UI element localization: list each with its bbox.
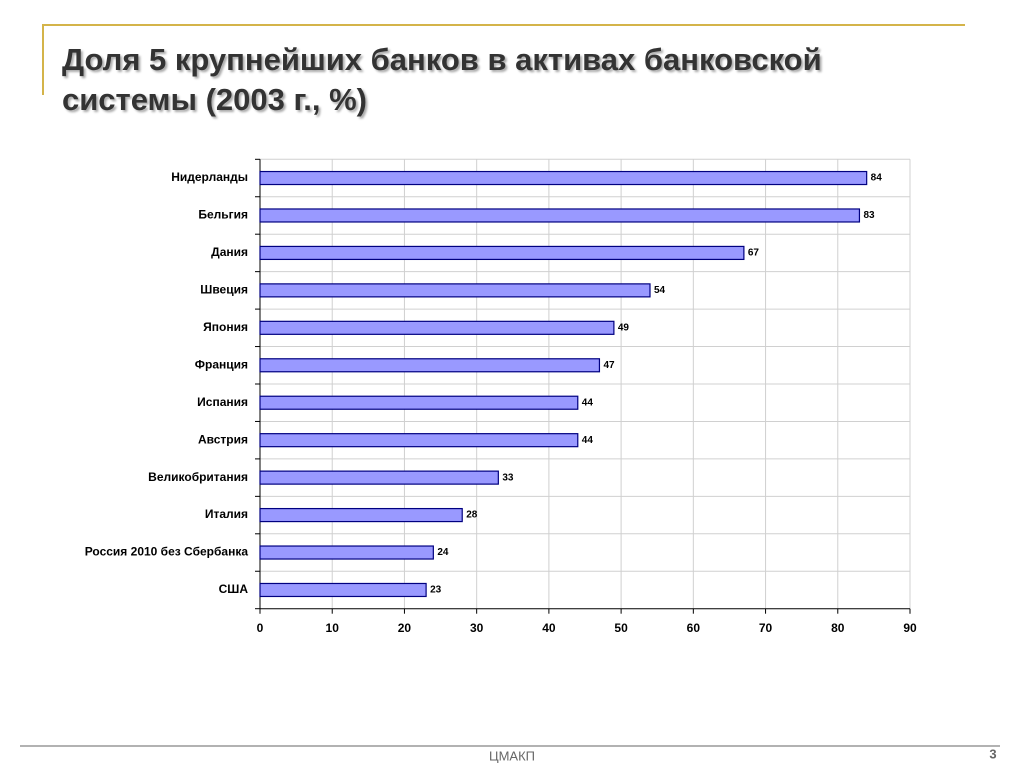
bar <box>259 470 499 485</box>
bar <box>259 545 434 560</box>
bar <box>259 582 427 598</box>
y-tick-label: Швеция <box>200 283 248 297</box>
y-tick-label: Нидерланды <box>171 170 248 184</box>
y-tick-label: Испания <box>197 395 248 409</box>
data-label: 83 <box>863 210 875 221</box>
data-label: 33 <box>502 472 514 483</box>
bar <box>259 320 615 335</box>
y-tick-label: Россия 2010 без Сбербанка <box>85 545 249 559</box>
y-tick-label: Франция <box>195 357 248 371</box>
data-label: 44 <box>582 435 594 446</box>
y-tick-label: Великобритания <box>148 470 248 484</box>
y-tick-label: США <box>219 582 249 596</box>
y-tick-label: Бельгия <box>198 208 248 222</box>
data-label: 28 <box>466 510 478 521</box>
bar <box>259 395 579 410</box>
x-tick-label: 80 <box>831 621 845 635</box>
data-label: 47 <box>603 360 615 371</box>
data-label: 84 <box>871 173 883 184</box>
x-tick-label: 50 <box>614 621 628 635</box>
data-label: 23 <box>430 585 442 596</box>
x-tick-label: 90 <box>903 621 917 635</box>
bar <box>259 245 745 261</box>
x-tick-label: 10 <box>326 621 340 635</box>
x-tick-label: 0 <box>257 621 264 635</box>
bar <box>259 358 601 373</box>
x-tick-label: 60 <box>687 621 701 635</box>
slide-title: Доля 5 крупнейших банков в активах банко… <box>62 42 822 117</box>
data-label: 54 <box>654 285 666 296</box>
bar <box>259 208 861 223</box>
data-label: 24 <box>437 547 449 558</box>
x-tick-label: 20 <box>398 621 412 635</box>
footer-text: ЦМАКП <box>489 748 535 763</box>
y-tick-label: Италия <box>205 507 248 521</box>
bar <box>259 433 579 448</box>
bar <box>259 170 868 186</box>
data-label: 44 <box>582 397 594 408</box>
y-tick-label: Австрия <box>198 432 248 446</box>
y-tick-label: Япония <box>203 320 248 334</box>
bar <box>259 507 463 523</box>
x-tick-label: 40 <box>542 621 556 635</box>
data-label: 67 <box>748 248 760 259</box>
page-number: 3 <box>989 746 996 761</box>
bar <box>259 283 651 298</box>
y-tick-label: Дания <box>211 245 248 259</box>
data-label: 49 <box>618 322 630 333</box>
x-tick-label: 70 <box>759 621 773 635</box>
x-tick-label: 30 <box>470 621 484 635</box>
